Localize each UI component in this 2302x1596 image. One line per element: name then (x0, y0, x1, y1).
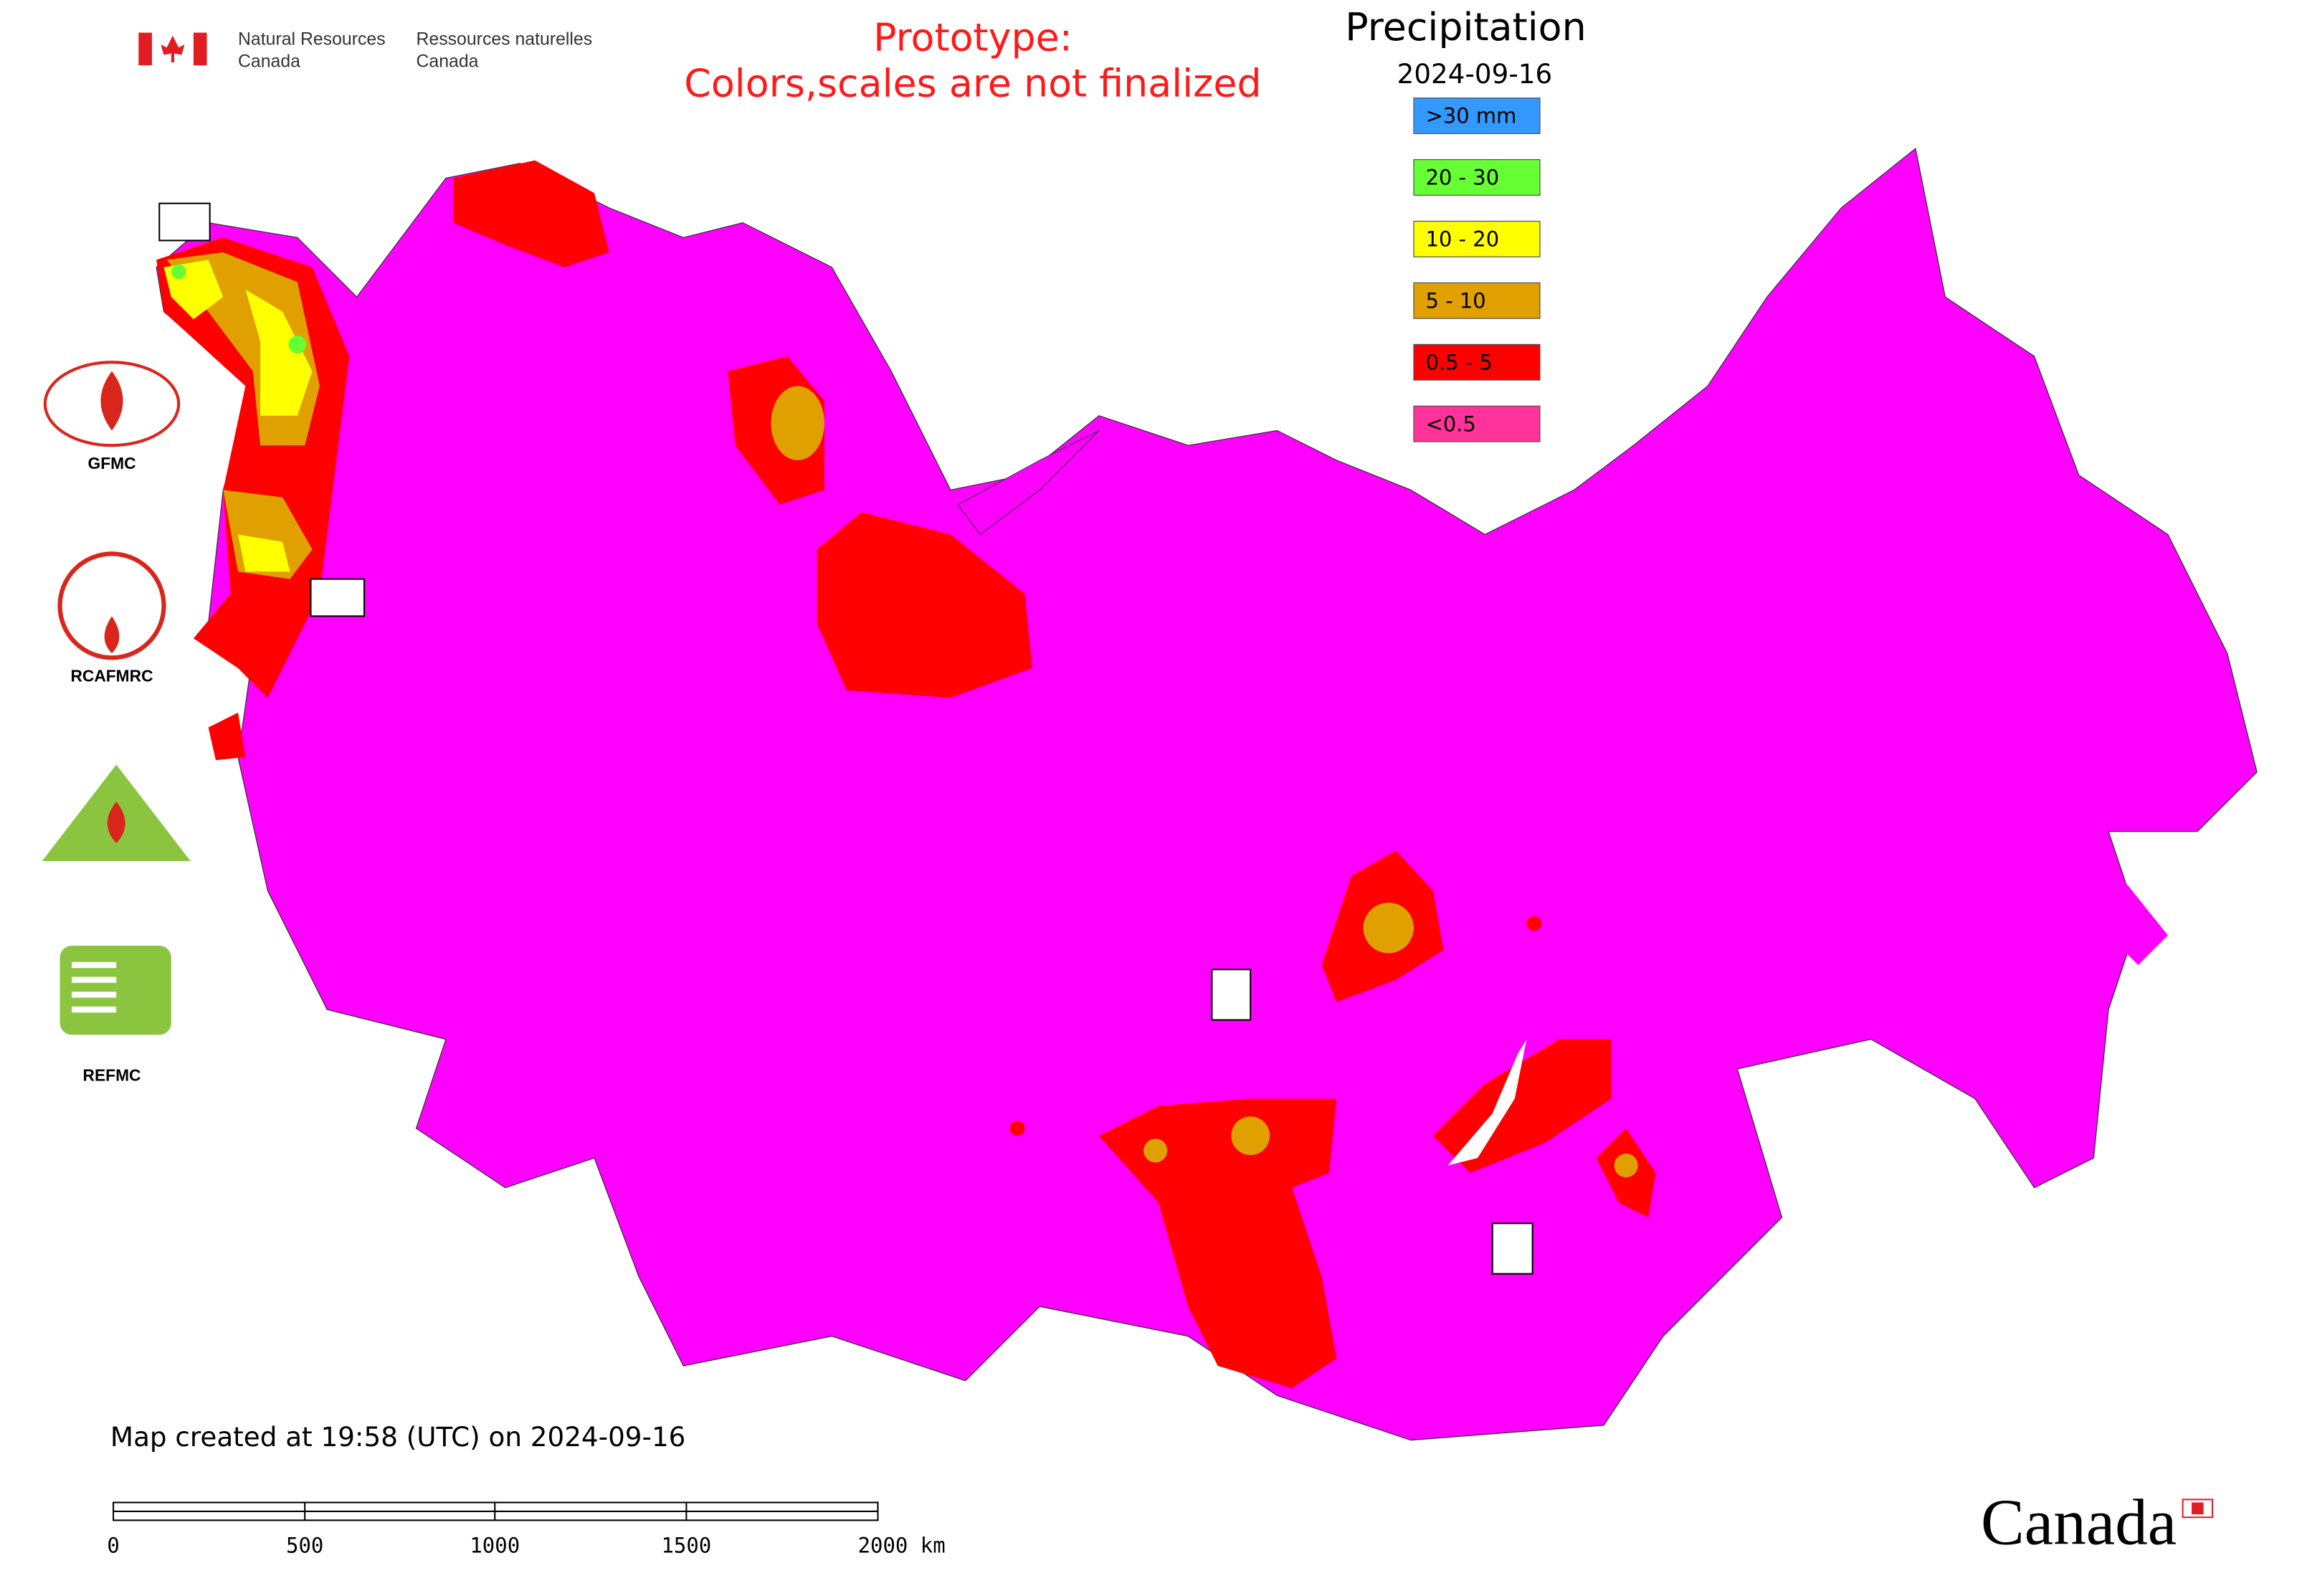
logo-flame (100, 371, 123, 431)
legend-label: 0.5 - 5 (1426, 350, 1493, 374)
scale-label: 0 (107, 1534, 119, 1558)
logo-label: RCAFMRC (70, 666, 153, 685)
scale-bar: 0 500 1000 1500 2000 km (107, 1501, 946, 1558)
scale-label: 1500 (661, 1534, 711, 1558)
legend-label: 20 - 30 (1426, 166, 1500, 190)
novaya-zemlya (957, 430, 1100, 536)
zone-5-10 (1143, 1139, 1168, 1163)
lake-baikal (1447, 1039, 1527, 1166)
legend-swatch (1413, 158, 1541, 196)
zone-10-20 (238, 534, 290, 572)
map-icons (158, 202, 1533, 1275)
creation-note: Map created at 19:58 (UTC) on 2024-09-16 (110, 1421, 685, 1453)
icon-reefmc (310, 578, 366, 617)
sakhalin (2004, 802, 2168, 965)
logo-flame (104, 616, 120, 654)
logo-refmc (60, 946, 171, 1035)
zone-0.5-5 (1009, 1121, 1025, 1136)
legend-swatch (1413, 220, 1541, 257)
logo-stripes (72, 961, 117, 1013)
legend-swatch (1413, 98, 1541, 134)
logo-rcafmrc (57, 551, 166, 660)
maple-leaf (161, 35, 185, 62)
map-area (156, 147, 2258, 1441)
scale-label: 1000 (470, 1534, 520, 1558)
nrcan-signature: Natural Resources Canada Ressources natu… (138, 29, 593, 72)
legend-label: 5 - 10 (1426, 288, 1486, 313)
legend-swatch (1413, 405, 1541, 442)
icon-refmc (1211, 969, 1252, 1021)
zone-0.5-5 (453, 160, 609, 267)
zone-0.5-5 (1099, 1098, 1337, 1389)
logo-label: GFMC (87, 454, 135, 472)
org-en: Canada (238, 52, 300, 72)
logos: GFMC RCAFMRC REFMC (42, 361, 191, 1084)
logo-gfmc (43, 361, 181, 447)
prototype-note: Prototype: (873, 15, 1072, 60)
legend-swatch (1413, 282, 1541, 319)
legend-label: >30 mm (1426, 104, 1517, 128)
org-fr: Ressources naturelles (417, 29, 593, 49)
zone-5-10 (1614, 1153, 1638, 1178)
flag-bar (193, 32, 207, 66)
legend: >30 mm 20 - 30 10 - 20 5 - 10 0.5 - 5 <0.5 (1413, 98, 1541, 442)
prototype-note: Colors,scales are not finalized (684, 61, 1261, 106)
zone-20-30 (171, 264, 186, 280)
org-en: Natural Resources (238, 29, 386, 49)
scale-label: 2000 km (858, 1534, 946, 1558)
canada-wordmark: Canada (1981, 1486, 2177, 1559)
icon-gfmc (158, 202, 211, 242)
zone-5-10 (1363, 902, 1414, 954)
land (156, 147, 2258, 1441)
zone-0.5-5 (817, 512, 1032, 698)
legend-label: <0.5 (1426, 412, 1476, 436)
zone-20-30 (288, 335, 307, 353)
flag-bar (138, 32, 152, 66)
logo-flame (107, 802, 125, 844)
zone-10-20 (245, 289, 313, 416)
zone-0.5-5 (208, 712, 246, 761)
legend-date: 2024-09-16 (1397, 58, 1553, 90)
zone-0.5-5 (1526, 916, 1542, 931)
zone-5-10 (771, 386, 824, 460)
wordmark-leaf (2192, 1502, 2204, 1515)
scale-label: 500 (286, 1534, 323, 1558)
org-fr: Canada (417, 52, 479, 72)
zone-5-10 (1231, 1116, 1270, 1156)
legend-label: 10 - 20 (1426, 227, 1500, 251)
logo-label: REFMC (83, 1065, 141, 1084)
icon-rcafmrc (1491, 1222, 1533, 1275)
legend-title: Precipitation (1345, 4, 1586, 49)
legend-swatch (1413, 343, 1541, 381)
